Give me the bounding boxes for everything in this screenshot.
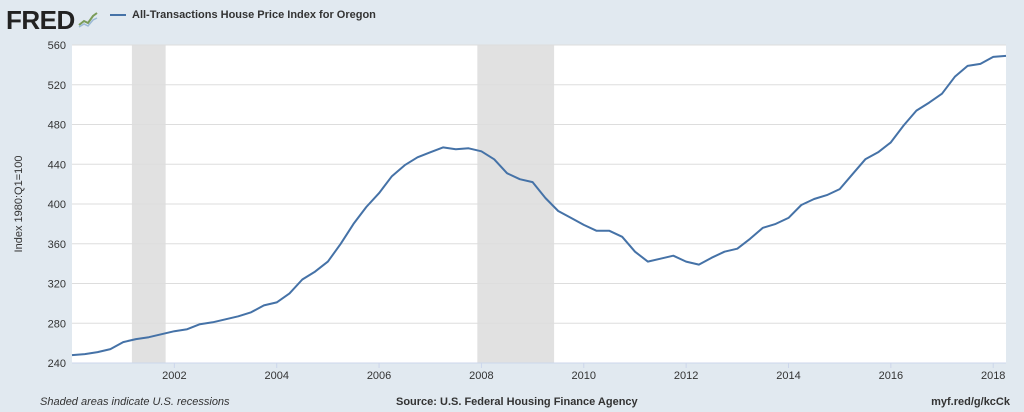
x-tick-label: 2004: [264, 370, 288, 382]
recession-note: Shaded areas indicate U.S. recessions: [40, 396, 230, 408]
series-line-0[interactable]: [71, 54, 1007, 357]
fred-logo-text: FRED: [6, 4, 75, 35]
x-tick-label: 2006: [367, 370, 391, 382]
y-tick-label: 480: [48, 120, 66, 132]
y-tick-label: 400: [48, 199, 66, 211]
chart-footer: Shaded areas indicate U.S. recessions So…: [0, 394, 1024, 412]
x-tick-label: 2008: [469, 370, 493, 382]
y-tick-label: 240: [48, 358, 66, 370]
y-tick-label: 520: [48, 80, 66, 92]
y-tick-label: 560: [48, 40, 66, 52]
fred-logo[interactable]: FRED: [6, 4, 98, 35]
chart-legend: All-Transactions House Price Index for O…: [110, 9, 376, 21]
x-tick-label: 2018: [981, 370, 1005, 382]
source-text: Source: U.S. Federal Housing Finance Age…: [396, 396, 638, 408]
legend-swatch: [110, 14, 126, 16]
y-tick-label: 280: [48, 318, 66, 330]
x-tick-label: 2002: [162, 370, 186, 382]
chart-header: FRED All-Transactions House Price Index …: [0, 0, 1024, 36]
legend-label: All-Transactions House Price Index for O…: [132, 9, 376, 21]
x-tick-label: 2012: [674, 370, 698, 382]
x-tick-label: 2016: [879, 370, 903, 382]
x-tick-label: 2010: [572, 370, 596, 382]
y-axis-label: Index 1980:Q1=100: [13, 156, 25, 253]
y-tick-label: 320: [48, 279, 66, 291]
y-tick-label: 360: [48, 239, 66, 251]
y-tick-label: 440: [48, 159, 66, 171]
short-link[interactable]: myf.red/g/kcCk: [931, 396, 1010, 408]
x-tick-label: 2014: [776, 370, 800, 382]
chart-line-icon: [77, 4, 98, 35]
